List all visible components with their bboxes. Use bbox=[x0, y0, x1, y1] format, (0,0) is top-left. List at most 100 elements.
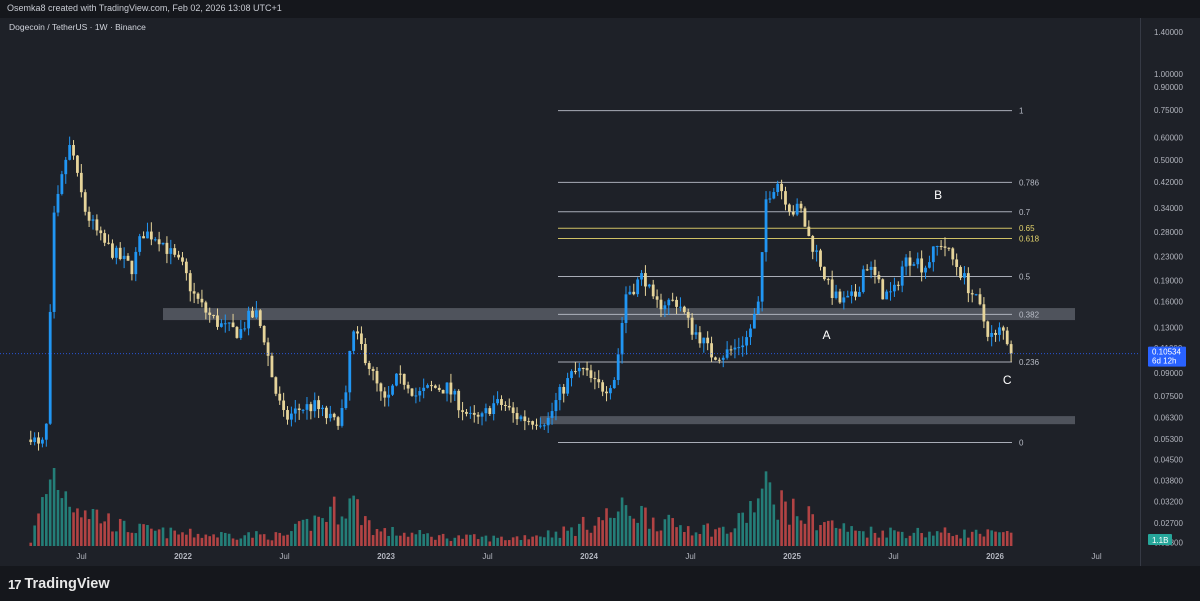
candle[interactable] bbox=[402, 373, 406, 390]
candle[interactable] bbox=[422, 378, 426, 399]
candle[interactable] bbox=[803, 206, 807, 227]
candle[interactable] bbox=[686, 308, 690, 329]
candle[interactable] bbox=[908, 251, 912, 276]
candle[interactable] bbox=[391, 384, 394, 396]
candle[interactable] bbox=[861, 265, 865, 294]
candle[interactable] bbox=[223, 314, 227, 333]
candle[interactable] bbox=[37, 432, 40, 451]
candle[interactable] bbox=[48, 304, 52, 425]
candle[interactable] bbox=[612, 377, 616, 389]
candle[interactable] bbox=[787, 203, 791, 216]
candle[interactable] bbox=[301, 409, 305, 414]
candle[interactable] bbox=[721, 355, 725, 368]
candle[interactable] bbox=[336, 415, 340, 430]
candle[interactable] bbox=[644, 265, 647, 296]
candle[interactable] bbox=[920, 250, 924, 282]
candle[interactable] bbox=[274, 376, 278, 397]
candle[interactable] bbox=[441, 389, 445, 394]
candle[interactable] bbox=[515, 407, 519, 426]
candle[interactable] bbox=[994, 329, 997, 342]
lower-support-zone[interactable] bbox=[540, 416, 1075, 425]
candle[interactable] bbox=[784, 186, 787, 211]
candle[interactable] bbox=[398, 365, 402, 384]
candle[interactable] bbox=[363, 338, 367, 366]
candle[interactable] bbox=[305, 397, 309, 420]
candle[interactable] bbox=[344, 385, 348, 410]
candle[interactable] bbox=[317, 395, 321, 419]
candle[interactable] bbox=[418, 387, 422, 402]
candle[interactable] bbox=[741, 336, 745, 357]
candle[interactable] bbox=[204, 300, 208, 320]
candle[interactable] bbox=[881, 278, 885, 300]
candle[interactable] bbox=[865, 264, 869, 271]
candle[interactable] bbox=[974, 293, 978, 296]
candle[interactable] bbox=[383, 387, 387, 407]
candle[interactable] bbox=[585, 361, 589, 377]
candle[interactable] bbox=[675, 296, 678, 315]
candle[interactable] bbox=[122, 247, 126, 269]
candle[interactable] bbox=[235, 325, 239, 339]
candle[interactable] bbox=[188, 270, 192, 302]
candle[interactable] bbox=[297, 403, 301, 420]
candle[interactable] bbox=[745, 330, 748, 355]
candle[interactable] bbox=[99, 226, 103, 241]
candle[interactable] bbox=[947, 247, 951, 252]
candle[interactable] bbox=[527, 417, 531, 426]
candle[interactable] bbox=[772, 188, 776, 200]
candle[interactable] bbox=[791, 205, 795, 217]
candle[interactable] bbox=[714, 356, 717, 361]
candle[interactable] bbox=[807, 220, 811, 237]
candle[interactable] bbox=[574, 361, 577, 375]
candle[interactable] bbox=[826, 277, 830, 285]
candle[interactable] bbox=[752, 308, 756, 329]
candle[interactable] bbox=[367, 360, 371, 376]
candle[interactable] bbox=[659, 293, 663, 317]
candle[interactable] bbox=[60, 170, 64, 196]
candle[interactable] bbox=[951, 247, 955, 266]
candle[interactable] bbox=[733, 339, 737, 359]
candle[interactable] bbox=[371, 366, 375, 381]
candle[interactable] bbox=[134, 247, 138, 282]
candle[interactable] bbox=[725, 341, 729, 360]
candle[interactable] bbox=[247, 306, 251, 336]
candle[interactable] bbox=[978, 288, 982, 306]
candle[interactable] bbox=[68, 136, 72, 161]
candle[interactable] bbox=[465, 408, 468, 417]
candle[interactable] bbox=[756, 296, 760, 315]
candle[interactable] bbox=[570, 369, 573, 387]
candle[interactable] bbox=[1009, 340, 1013, 362]
candle[interactable] bbox=[76, 155, 79, 177]
candle[interactable] bbox=[146, 222, 149, 239]
candle[interactable] bbox=[468, 406, 472, 419]
candle[interactable] bbox=[433, 384, 437, 389]
candle[interactable] bbox=[165, 236, 169, 264]
candle[interactable] bbox=[982, 297, 986, 329]
candle[interactable] bbox=[562, 383, 566, 403]
candle[interactable] bbox=[453, 388, 457, 402]
candle[interactable] bbox=[500, 395, 503, 411]
candle[interactable] bbox=[177, 250, 180, 260]
candle[interactable] bbox=[667, 298, 671, 315]
candle[interactable] bbox=[153, 237, 157, 242]
candle[interactable] bbox=[503, 401, 507, 411]
candle[interactable] bbox=[776, 180, 780, 196]
candle[interactable] bbox=[838, 288, 842, 304]
candle[interactable] bbox=[663, 301, 667, 318]
candle[interactable] bbox=[126, 253, 130, 261]
candle[interactable] bbox=[651, 279, 655, 300]
candle[interactable] bbox=[877, 271, 881, 284]
candle[interactable] bbox=[328, 405, 332, 422]
candle[interactable] bbox=[83, 189, 87, 216]
candle[interactable] bbox=[107, 234, 110, 245]
candle[interactable] bbox=[970, 289, 974, 303]
candle[interactable] bbox=[325, 405, 328, 425]
candle[interactable] bbox=[243, 321, 247, 332]
candle[interactable] bbox=[79, 164, 83, 198]
candle[interactable] bbox=[496, 391, 499, 406]
candle[interactable] bbox=[900, 260, 904, 293]
candle[interactable] bbox=[142, 231, 145, 239]
candle[interactable] bbox=[998, 322, 1001, 342]
candle[interactable] bbox=[760, 252, 764, 312]
candlestick-series[interactable] bbox=[29, 136, 1013, 451]
